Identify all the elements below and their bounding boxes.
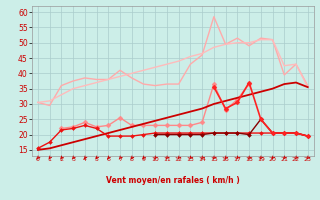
X-axis label: Vent moyen/en rafales ( km/h ): Vent moyen/en rafales ( km/h ) [106,176,240,185]
